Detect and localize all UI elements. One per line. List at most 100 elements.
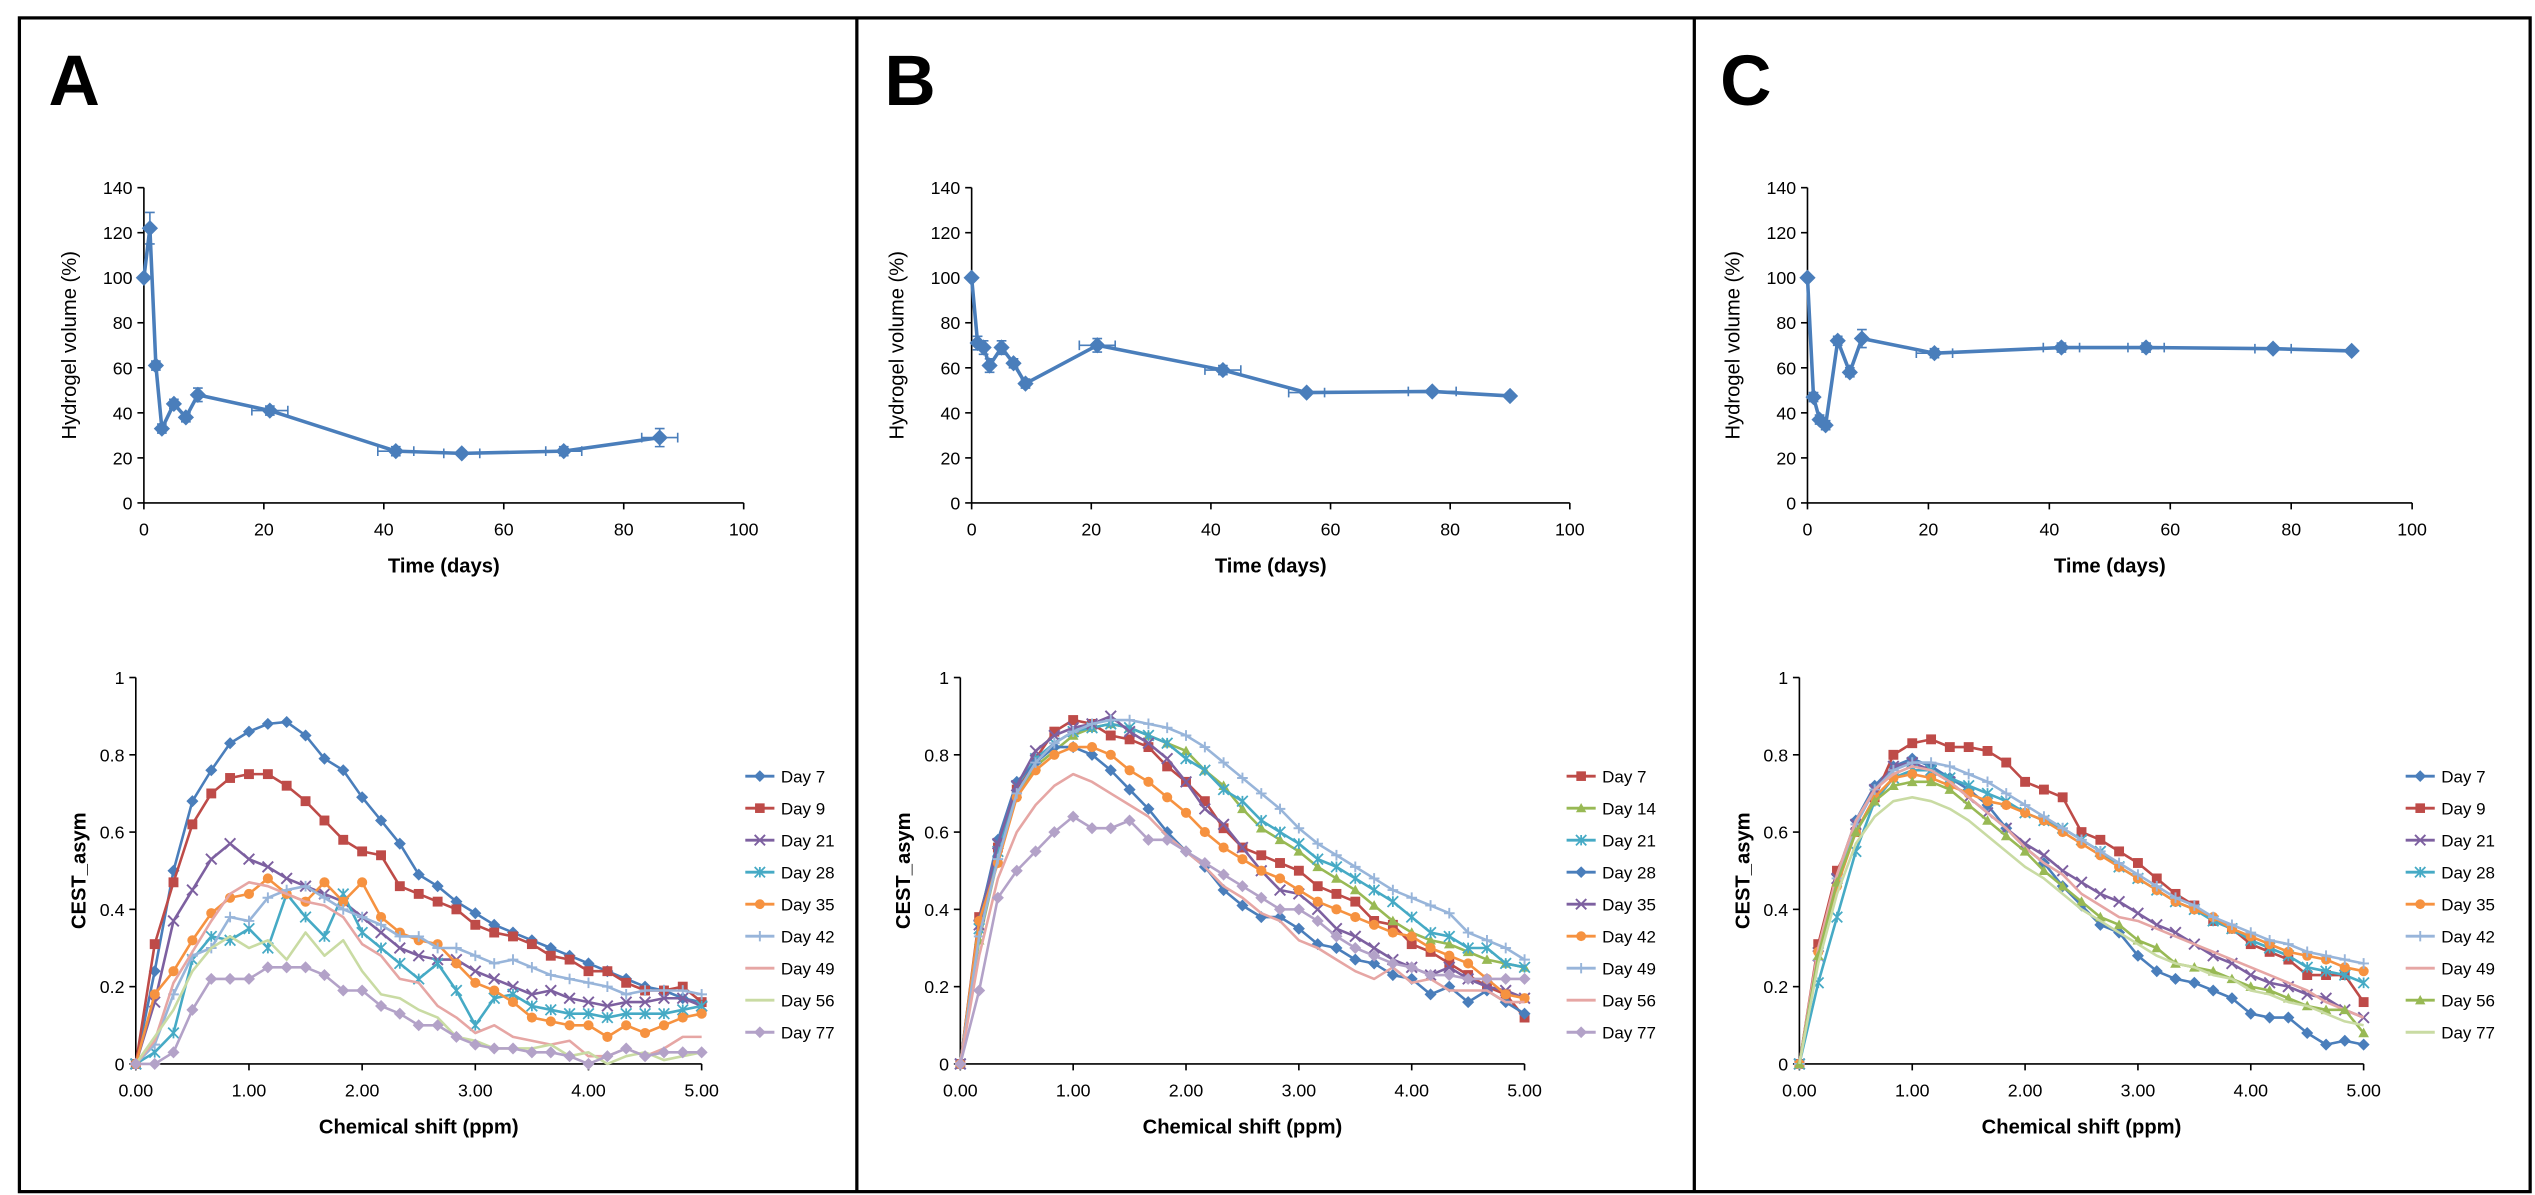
- y-tick-label: 0: [1778, 1054, 1788, 1074]
- data-point-day-49-14: [1218, 757, 1229, 768]
- y-tick-label: 0.4: [924, 900, 949, 920]
- data-point-day-35-18: [470, 977, 481, 988]
- data-point-day-35-30: [696, 1008, 707, 1019]
- legend-label: Day 49: [2441, 960, 2495, 979]
- series-series-0: [1799, 269, 2360, 434]
- x-tick-label: 80: [1440, 519, 1460, 539]
- data-point-day-77-17: [1273, 903, 1287, 916]
- legend-swatch-marker: [1575, 802, 1587, 813]
- data-point-day-77-5: [224, 972, 237, 985]
- data-point-day-77-17: [450, 1030, 463, 1043]
- series-line-day-49: [1798, 765, 2365, 1065]
- data-point-day-77-7: [261, 961, 274, 974]
- legend-swatch-marker: [2415, 803, 2426, 813]
- data-point-day-35-30: [2358, 966, 2369, 977]
- y-tick-label: 20: [1776, 448, 1796, 468]
- chart-c-hydrogel-volume: 0 20 40 60 80 100 120 140 0 20 40 60 80 100 Hydrogel v…: [1723, 178, 2427, 577]
- data-point-day-7-28: [2320, 1038, 2333, 1051]
- legend-label: Day 42: [781, 928, 835, 947]
- data-point-day-7-6: [1068, 715, 1079, 725]
- data-point-day-7-18: [1293, 865, 1304, 876]
- data-point-day-42-11: [1162, 792, 1173, 803]
- data-point-day-9-17: [2114, 846, 2125, 857]
- y-tick-label: 0.8: [1763, 745, 1788, 765]
- data-point-day-9-2: [168, 877, 179, 888]
- x-tick-label: 2.00: [2008, 1080, 2043, 1100]
- data-point-day-9-20: [508, 931, 518, 942]
- panel-frames: [17, 16, 2532, 1194]
- data-point-day-77-9: [299, 961, 312, 974]
- y-tick-label: 1: [1778, 668, 1788, 688]
- data-point-day-9-30: [2358, 997, 2369, 1008]
- data-point-day-77-26: [620, 1042, 633, 1055]
- data-point-day-7-8: [1105, 730, 1116, 741]
- data-point-day-21-18: [469, 965, 482, 978]
- legend-label: Day 28: [2441, 864, 2495, 883]
- data-point-day-42-26: [620, 989, 632, 1000]
- data-point-series-0-4: [165, 395, 182, 412]
- data-point-day-42-7: [1925, 757, 1937, 768]
- data-point-day-42-7: [1086, 742, 1098, 753]
- legend-entry: Day 35: [745, 896, 835, 915]
- y-tick-label: 0.4: [100, 900, 125, 920]
- data-point-day-56-19: [2151, 942, 2163, 953]
- data-point-day-56-10: [1982, 815, 1993, 825]
- data-point-day-77-24: [1405, 961, 1418, 974]
- data-point-day-77-25: [1424, 969, 1437, 982]
- data-point-day-35-26: [1443, 961, 1456, 974]
- data-point-day-77-7: [1085, 822, 1099, 835]
- data-point-day-21-29: [676, 992, 689, 1005]
- data-point-day-7-24: [2244, 1007, 2257, 1020]
- data-point-day-42-21: [1350, 912, 1361, 923]
- data-point-day-35-26: [621, 1020, 632, 1031]
- legend-swatch-marker: [2415, 899, 2426, 910]
- y-tick-label: 0.6: [100, 823, 125, 843]
- data-point-day-56-11: [2000, 830, 2012, 841]
- y-axis-title: Hydrogel volume (%): [59, 251, 81, 439]
- legend-entry: Day 77: [745, 1024, 835, 1043]
- data-point-day-77-15: [1236, 880, 1249, 893]
- series-day-42: [955, 742, 1530, 1069]
- data-point-day-77-21: [525, 1046, 538, 1059]
- data-point-day-77-28: [1480, 972, 1493, 985]
- data-point-day-42-17: [1274, 873, 1286, 884]
- data-point-day-14-15: [1237, 803, 1248, 814]
- data-point-day-21-23: [563, 992, 576, 1005]
- data-point-day-35-15: [1236, 841, 1249, 854]
- data-point-series-0-11: [2343, 342, 2360, 360]
- y-tick-label: 80: [113, 313, 133, 333]
- y-axis-title: Hydrogel volume (%): [1723, 251, 1745, 439]
- data-point-day-77-6: [242, 972, 255, 985]
- data-point-day-35-6: [243, 888, 255, 899]
- data-point-day-42-29: [1500, 989, 1511, 1000]
- y-tick-label: 80: [1776, 313, 1796, 333]
- data-point-day-42-28: [658, 985, 670, 996]
- data-point-day-77-11: [1161, 833, 1174, 846]
- x-tick-label: 0.00: [119, 1080, 154, 1100]
- data-point-day-42-14: [394, 931, 406, 942]
- data-point-day-9-10: [1982, 746, 1993, 756]
- data-point-day-42-6: [1068, 742, 1079, 753]
- data-point-day-35-29: [677, 1012, 688, 1023]
- data-point-day-35-6: [1907, 769, 1918, 780]
- y-tick-label: 0: [115, 1054, 125, 1074]
- data-point-day-77-3: [1010, 864, 1023, 877]
- x-tick-label: 100: [1555, 519, 1585, 539]
- data-point-day-42-27: [1463, 958, 1474, 969]
- data-point-day-42-8: [1944, 761, 1956, 772]
- data-point-day-21-18: [1292, 837, 1305, 850]
- legend: Day 7 Day 9 Day 21 Day 28 Day 35 Day 42 Day 49…: [745, 768, 835, 1043]
- y-tick-label: 140: [1767, 178, 1797, 198]
- data-point-day-14-28: [1481, 954, 1493, 964]
- data-point-day-9-1: [149, 939, 160, 950]
- data-point-day-42-12: [2019, 799, 2031, 811]
- data-point-day-42-25: [2264, 934, 2275, 946]
- data-point-day-35-11: [1161, 752, 1174, 765]
- data-point-day-7-13: [375, 814, 388, 827]
- y-tick-label: 120: [931, 223, 961, 243]
- data-point-series-0-7: [261, 402, 278, 419]
- y-tick-label: 80: [941, 313, 961, 333]
- data-point-day-35-10: [1142, 737, 1155, 750]
- data-point-day-9-8: [1944, 742, 1955, 753]
